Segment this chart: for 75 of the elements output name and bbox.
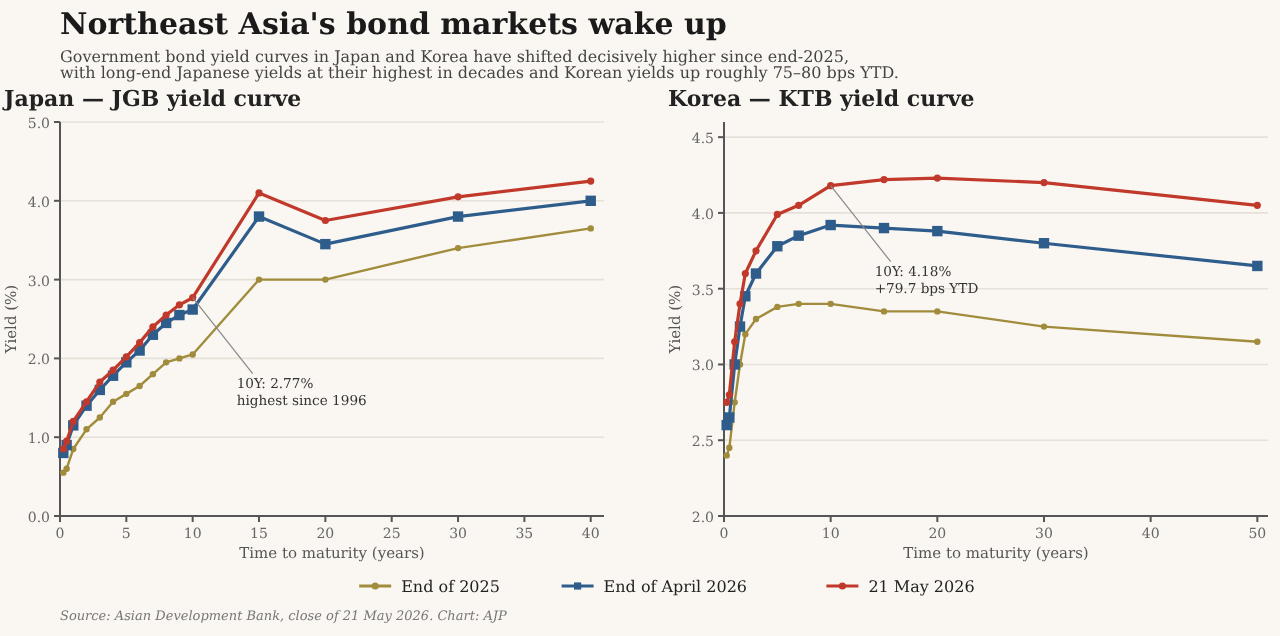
point [454, 193, 462, 201]
point [83, 426, 90, 433]
point [1040, 323, 1048, 330]
point [793, 230, 804, 241]
point [731, 338, 739, 346]
point [1254, 338, 1261, 345]
point [742, 330, 749, 338]
point [1038, 238, 1050, 249]
point [725, 391, 733, 399]
point [827, 300, 834, 308]
point [122, 353, 130, 361]
point [1253, 201, 1261, 209]
point [774, 303, 781, 311]
point [723, 398, 731, 406]
point [933, 174, 941, 182]
point [773, 210, 781, 219]
point [585, 195, 596, 206]
legend-label: End of April 2026 [603, 578, 748, 596]
point [772, 241, 783, 252]
point [752, 247, 760, 255]
chart-title: Korea — KTB yield curve [668, 86, 975, 112]
point [176, 355, 183, 362]
point [321, 216, 329, 225]
point [162, 359, 170, 366]
point [587, 177, 595, 185]
point [795, 201, 803, 209]
legend-label: 21 May 2026 [868, 578, 975, 596]
point [174, 309, 185, 321]
point [136, 339, 144, 347]
point [723, 452, 730, 459]
point [162, 311, 170, 319]
point [741, 269, 749, 278]
point [322, 276, 329, 283]
point [123, 390, 130, 398]
point [96, 414, 103, 421]
point [752, 315, 760, 323]
chart-title: Japan — JGB yield curve [2, 86, 302, 112]
point [736, 300, 744, 308]
point [255, 189, 263, 197]
point [454, 244, 462, 252]
point [880, 175, 888, 184]
point [253, 211, 265, 222]
text: Northeast Asia's bond markets wake up [60, 6, 727, 42]
point [109, 366, 117, 374]
legend-label: End of 2025 [401, 578, 500, 596]
point [795, 300, 802, 308]
point [63, 437, 71, 445]
point [149, 370, 157, 378]
point [825, 219, 836, 231]
point [136, 382, 143, 390]
point [878, 222, 890, 234]
point [255, 276, 263, 283]
point [175, 301, 184, 309]
point [750, 268, 762, 279]
point [934, 308, 941, 315]
point [59, 445, 67, 453]
point [69, 417, 77, 426]
point [63, 465, 70, 472]
point [149, 323, 157, 331]
point [82, 398, 91, 406]
point [1252, 260, 1263, 272]
point [932, 225, 943, 237]
point [452, 211, 464, 222]
point [187, 304, 198, 315]
point [320, 238, 331, 250]
point [134, 345, 145, 356]
point [724, 412, 735, 423]
point [880, 308, 888, 315]
point [96, 378, 104, 386]
point [1040, 179, 1048, 187]
point [587, 225, 594, 232]
point [189, 351, 196, 358]
text: Government bond yield curves in Japan and Korea have shifted decisively higher since end-2025, with long-end Japanese yields at their highest in decades and Korean yields up roughly 75–80 bps YTD. [60, 48, 899, 82]
point [109, 398, 117, 405]
point [726, 444, 733, 452]
